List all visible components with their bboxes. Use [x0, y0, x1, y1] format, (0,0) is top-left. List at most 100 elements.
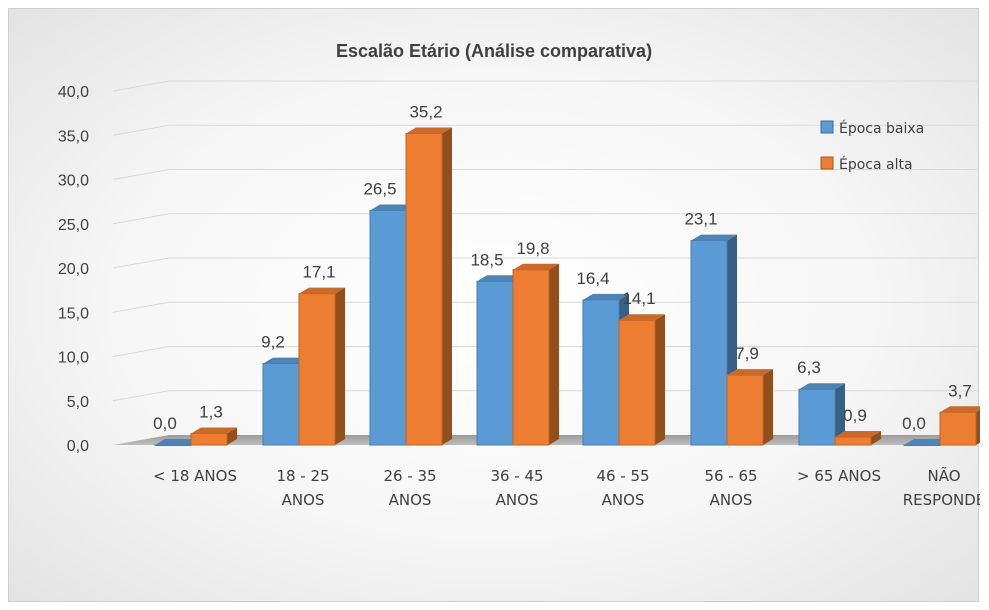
data-labels: 0,0 9,2 26,5 18,5 16,4 23,1 6,3 0,0 1,3 17,1 35,2 1… — [153, 102, 972, 433]
y-tick-label: 5,0 — [67, 394, 89, 411]
data-label: 0,0 — [902, 414, 926, 433]
bar — [512, 263, 559, 446]
bar-side — [655, 314, 665, 445]
bar-top — [904, 439, 950, 445]
bar-top — [799, 383, 845, 390]
x-tick-label: 26 - 35 ANOS — [383, 467, 436, 509]
x-axis-ticks: < 18 ANOS 18 - 25 ANOS 26 - 35 ANOS 36 - 45 AN… — [153, 466, 980, 509]
bar-top — [727, 369, 773, 376]
y-tick-label: 0,0 — [67, 438, 89, 455]
x-tick-label: > 65 ANOS — [797, 467, 881, 485]
gridline — [112, 169, 977, 180]
data-label: 0,9 — [843, 406, 867, 425]
gridlines — [112, 80, 977, 402]
bar-top — [619, 314, 665, 321]
y-tick-label: 35,0 — [58, 128, 89, 145]
y-tick-label: 25,0 — [58, 217, 89, 234]
x-tick-label: 56 - 65 ANOS — [704, 467, 757, 509]
bar-side — [976, 409, 980, 445]
data-label: 16,4 — [576, 269, 609, 288]
bar-front — [939, 411, 977, 446]
data-label: 3,7 — [948, 381, 972, 400]
bar-top — [191, 427, 237, 434]
data-label: 17,1 — [302, 263, 335, 282]
bar-front — [154, 444, 192, 446]
bar-top — [940, 406, 980, 413]
bar-front — [262, 363, 300, 446]
data-label: 1,3 — [199, 402, 223, 421]
data-label: 9,2 — [261, 333, 285, 352]
bar-front — [690, 240, 728, 446]
bar — [939, 406, 980, 446]
x-tick-label: 36 - 45 ANOS — [490, 467, 543, 509]
bar-front — [512, 269, 550, 446]
legend-swatch — [820, 120, 834, 134]
x-tick-label: 46 - 55 ANOS — [596, 467, 649, 509]
bar-front — [405, 132, 443, 446]
data-label: 7,9 — [735, 344, 759, 363]
data-label: 19,8 — [516, 239, 549, 258]
x-tick-label: 18 - 25 ANOS — [276, 467, 329, 509]
data-label: 14,1 — [622, 289, 655, 308]
bar-top — [835, 431, 881, 438]
bar-side — [442, 127, 452, 445]
data-label: 6,3 — [797, 358, 821, 377]
bar-top — [513, 263, 559, 270]
bar-front — [190, 432, 228, 446]
bar — [298, 287, 345, 446]
bar-front — [726, 374, 764, 446]
data-label: 0,0 — [153, 414, 177, 433]
bar-front — [582, 299, 620, 446]
bar-top — [406, 127, 452, 134]
y-tick-label: 40,0 — [58, 84, 89, 101]
bar-top — [370, 204, 416, 211]
bar — [726, 369, 773, 446]
y-tick-label: 30,0 — [58, 173, 89, 190]
bar — [154, 439, 201, 446]
bar-side — [227, 427, 237, 445]
bar-top — [155, 439, 201, 445]
bar-front — [903, 444, 941, 446]
bar-front — [369, 209, 407, 446]
bar — [798, 383, 845, 446]
y-tick-label: 10,0 — [58, 350, 89, 367]
legend-swatch — [820, 156, 834, 170]
bar — [405, 127, 452, 446]
bar-top — [691, 234, 737, 241]
bar-front — [476, 280, 514, 446]
x-tick-label: NÃO RESPONDE — [903, 466, 980, 509]
bar-front — [798, 388, 836, 446]
x-tick-label: < 18 ANOS — [153, 467, 237, 485]
y-axis-ticks: 0,0 5,0 10,0 15,0 20,0 25,0 30,0 35,0 40,0 — [58, 84, 89, 455]
gridline — [112, 124, 977, 136]
legend: Época baixa Época alta — [820, 120, 924, 173]
data-label: 26,5 — [363, 179, 396, 198]
gridline — [112, 80, 977, 92]
bar-front — [618, 319, 656, 446]
bar — [190, 427, 237, 446]
bar-top — [299, 287, 345, 294]
y-tick-label: 15,0 — [58, 305, 89, 322]
bar-front — [834, 436, 872, 446]
legend-label: Época alta — [839, 156, 913, 173]
bar — [618, 314, 665, 446]
bar-side — [335, 287, 345, 445]
data-label: 35,2 — [409, 102, 442, 121]
bar-side — [835, 383, 845, 445]
bar-side — [549, 263, 559, 445]
data-label: 23,1 — [684, 210, 717, 229]
gridline — [112, 213, 977, 225]
bar-top — [583, 293, 629, 300]
chart-frame: Escalão Etário (Análise comparativa) 0,0… — [8, 8, 980, 602]
bar-side — [763, 369, 773, 445]
chart-svg: Escalão Etário (Análise comparativa) 0,0… — [58, 41, 980, 509]
bars — [154, 127, 980, 446]
bar — [834, 431, 881, 446]
bar-top — [263, 357, 309, 364]
bar-side — [871, 431, 881, 445]
legend-label: Época baixa — [839, 120, 924, 137]
bar-top — [477, 275, 523, 282]
chart-title: Escalão Etário (Análise comparativa) — [336, 41, 652, 61]
data-label: 18,5 — [470, 250, 503, 269]
y-tick-label: 20,0 — [58, 261, 89, 278]
